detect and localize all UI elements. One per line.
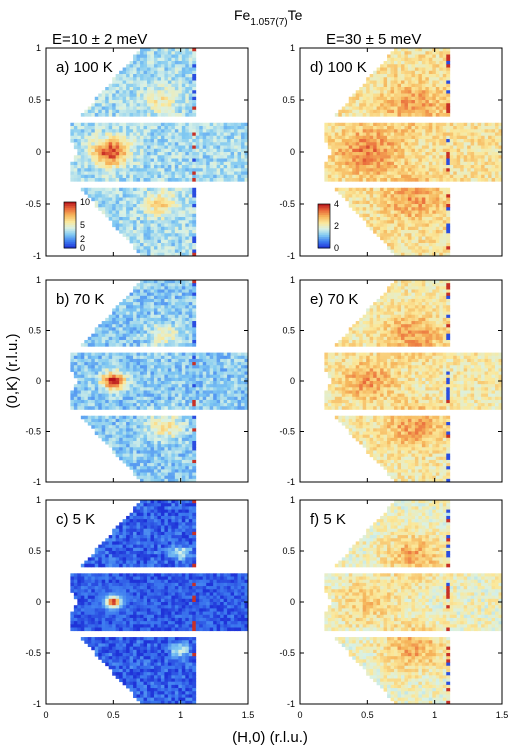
colorbar-tick-label: 2 [80, 234, 85, 244]
y-tick-label: -0.5 [25, 648, 41, 658]
colorbar-tick-label: 10 [80, 197, 90, 207]
x-tick-label: 1.5 [242, 710, 255, 720]
x-tick-label: 1 [432, 710, 437, 720]
y-axis-label: (0,K) (r.l.u.) [4, 333, 21, 408]
y-tick-label: 0.5 [282, 95, 295, 105]
y-tick-label: 0.5 [28, 546, 41, 556]
y-tick-label: 0.5 [28, 95, 41, 105]
y-tick-label: -0.5 [279, 648, 295, 658]
title-tail: Te [288, 7, 303, 23]
panel-2: 1 0.5 0 -0.5 -1 b) 70 K [25, 275, 249, 487]
y-tick-label: 1 [290, 495, 295, 505]
colorbar: 4 2 0 [317, 199, 339, 253]
y-tick-label: -1 [33, 251, 41, 261]
x-axis-label: (H,0) (r.l.u.) [232, 729, 308, 746]
y-tick-label: 0.5 [28, 326, 41, 336]
heatmap-cells [324, 48, 503, 257]
title-sub: 1.057(7) [250, 17, 287, 28]
colorbar-tick-label: 4 [334, 199, 339, 209]
panel-label: f) 5 K [310, 511, 346, 528]
y-tick-label: 1 [290, 275, 295, 285]
y-tick-label: -0.5 [279, 427, 295, 437]
panel-label: b) 70 K [56, 291, 104, 308]
heatmap-cells [70, 280, 249, 483]
title-main: Fe [234, 7, 251, 23]
panel-label: e) 70 K [310, 291, 358, 308]
y-tick-label: -0.5 [25, 427, 41, 437]
colorbar: 10 5 20 [63, 197, 90, 253]
panel-label: c) 5 K [56, 511, 95, 528]
x-tick-label: 0.5 [107, 710, 120, 720]
colorbar-tick-label: 0 [80, 243, 85, 253]
y-tick-label: 0 [36, 147, 41, 157]
y-tick-label: -0.5 [279, 199, 295, 209]
panel-6: 0 0.5 1 1.5 1 0.5 0 -0.5 -1 f) 5 K [279, 495, 508, 720]
y-tick-label: 0 [290, 376, 295, 386]
x-tick-label: 1 [178, 710, 183, 720]
heatmap-cells [324, 280, 503, 483]
y-tick-label: -0.5 [25, 199, 41, 209]
y-tick-label: 1 [36, 43, 41, 53]
colorbar-tick-label: 0 [334, 243, 339, 253]
y-tick-label: 0.5 [282, 326, 295, 336]
y-tick-label: 0 [290, 147, 295, 157]
colorbar-tick-label: 5 [80, 220, 85, 230]
heatmap-cells [70, 48, 249, 257]
panel-3: 0 0.5 1 1.5 1 0.5 0 -0.5 -1 c) 5 K [25, 495, 254, 720]
panel-5: 1 0.5 0 -0.5 -1 e) 70 K [279, 275, 503, 487]
right-column-title: E=30 ± 5 meV [326, 31, 421, 48]
y-tick-label: -1 [33, 477, 41, 487]
y-tick-label: 0 [36, 597, 41, 607]
y-tick-label: -1 [33, 699, 41, 709]
y-tick-label: -1 [287, 251, 295, 261]
x-tick-label: 0 [43, 710, 48, 720]
x-tick-label: 1.5 [496, 710, 509, 720]
x-tick-label: 0.5 [361, 710, 374, 720]
panel-label: d) 100 K [310, 59, 367, 76]
heatmap-cells [324, 500, 503, 705]
left-column-title: E=10 ± 2 meV [52, 31, 147, 48]
figure-title: Fe1.057(7)Te [234, 7, 303, 28]
y-tick-label: 1 [36, 495, 41, 505]
y-tick-label: 1 [36, 275, 41, 285]
colorbar-tick-label: 2 [334, 221, 339, 231]
y-tick-label: 0 [36, 376, 41, 386]
panel-4: 1 0.5 0 -0.5 -1 d) 100 K 4 2 0 [279, 43, 503, 261]
heatmap-cells [70, 500, 249, 705]
y-tick-label: 1 [290, 43, 295, 53]
panel-label: a) 100 K [56, 59, 113, 76]
y-tick-label: 0.5 [282, 546, 295, 556]
y-tick-label: -1 [287, 477, 295, 487]
x-tick-label: 0 [297, 710, 302, 720]
y-tick-label: -1 [287, 699, 295, 709]
y-tick-label: 0 [290, 597, 295, 607]
